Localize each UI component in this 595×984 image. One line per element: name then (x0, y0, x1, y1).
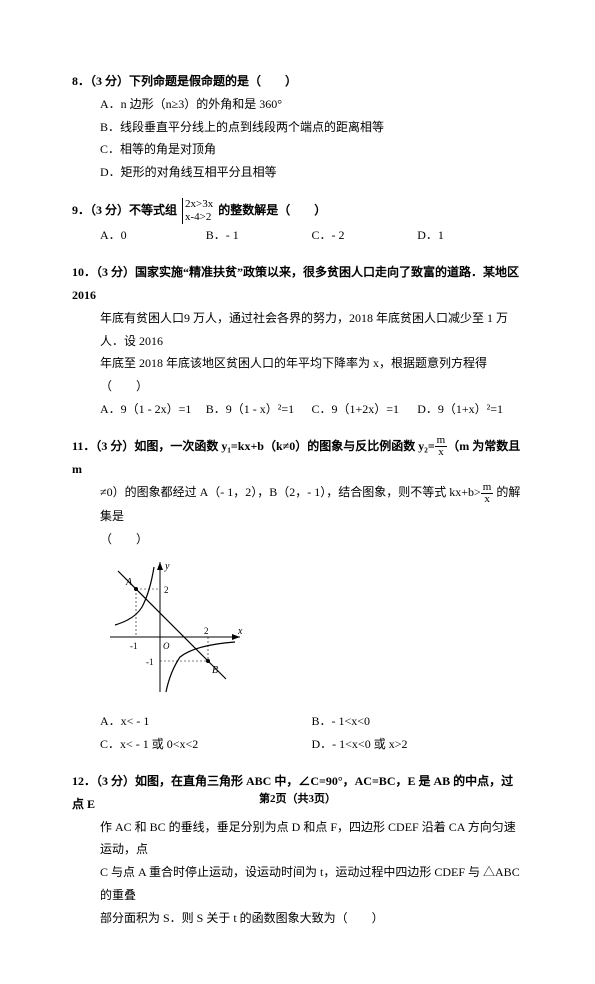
q10-optC: C．9（1+2x）=1 (312, 398, 418, 421)
q10-options: A．9（1 - 2x）=1 B．9（1 - x）²=1 C．9（1+2x）=1 … (72, 398, 523, 421)
tick-2y: 2 (164, 585, 169, 595)
q11-l3: （ ） (72, 528, 523, 551)
ylabel: y (164, 561, 170, 572)
page-footer: 第2页（共3页） (0, 790, 595, 806)
curve-lr (166, 642, 235, 692)
brace-icon: 2x>3x x-4>2 (182, 198, 213, 224)
question-11: 11．（3 分）如图，一次函数 y₁=kx+b（k≠0）的图象与反比例函数 y₂… (72, 435, 523, 756)
tick-neg1x: -1 (130, 641, 138, 651)
q9-stem: 9．（3 分）不等式组 2x>3x x-4>2 的整数解是（ ） (72, 198, 523, 224)
q9-optD: D．1 (417, 224, 523, 247)
q10-optA: A．9（1 - 2x）=1 (100, 398, 206, 421)
label-B: B (212, 665, 218, 676)
q9-optA: A．0 (100, 224, 206, 247)
q8-stem: 8．（3 分）下列命题是假命题的是（ ） (72, 70, 523, 93)
q11-optC: C．x< - 1 或 0<x<2 (100, 733, 312, 756)
q8-optB: B．线段垂直平分线上的点到线段两个端点的距离相等 (72, 116, 523, 139)
question-10: 10．（3 分）国家实施“精准扶贫”政策以来，很多贫困人口走向了致富的道路．某地… (72, 261, 523, 421)
graph-svg: A B 2 -1 -1 2 O x y (100, 557, 250, 697)
q8-optD: D．矩形的对角线互相平分且相等 (72, 161, 523, 184)
q9-options: A．0 B．- 1 C．- 2 D．1 (72, 224, 523, 247)
q10-l1: 10．（3 分）国家实施“精准扶贫”政策以来，很多贫困人口走向了致富的道路．某地… (72, 261, 523, 307)
curve-ul (115, 567, 154, 625)
tick-2x: 2 (204, 626, 209, 636)
q11-optB: B．- 1<x<0 (312, 710, 524, 733)
q9-optC: C．- 2 (312, 224, 418, 247)
tick-neg1y: -1 (146, 657, 154, 667)
xlabel: x (237, 626, 243, 637)
q11-options-row2: C．x< - 1 或 0<x<2 D．- 1<x<0 或 x>2 (72, 733, 523, 756)
q12-l2: 作 AC 和 BC 的垂线，垂足分别为点 D 和点 F，四边形 CDEF 沿着 … (72, 816, 523, 862)
q12-l4: 部分面积为 S．则 S 关于 t 的函数图象大致为（ ） (72, 907, 523, 930)
q11-l1: 11．（3 分）如图，一次函数 y₁=kx+b（k≠0）的图象与反比例函数 y₂… (72, 435, 523, 482)
question-9: 9．（3 分）不等式组 2x>3x x-4>2 的整数解是（ ） A．0 B．-… (72, 198, 523, 247)
q9-optB: B．- 1 (206, 224, 312, 247)
q11-l2: ≠0）的图象都经过 A（- 1，2），B（2，- 1），结合图象，则不等式 kx… (72, 481, 523, 528)
q10-optD: D．9（1+x）²=1 (417, 398, 523, 421)
q10-optB: B．9（1 - x）²=1 (206, 398, 312, 421)
question-8: 8．（3 分）下列命题是假命题的是（ ） A．n 边形（n≥3）的外角和是 36… (72, 70, 523, 184)
y-arrow-icon (157, 562, 163, 570)
label-A: A (125, 577, 133, 588)
q10-l2: 年底有贫困人口9 万人，通过社会各界的努力，2018 年底贫困人口减少至 1 万… (72, 307, 523, 353)
q11-graph: A B 2 -1 -1 2 O x y (72, 557, 523, 705)
q12-l3: C 与点 A 重合时停止运动，设运动时间为 t，运动过程中四边形 CDEF 与 … (72, 861, 523, 907)
line-plot (118, 571, 226, 679)
q11-optD: D．- 1<x<0 或 x>2 (312, 733, 524, 756)
origin: O (163, 641, 170, 651)
q8-optC: C．相等的角是对顶角 (72, 138, 523, 161)
q11-options-row1: A．x< - 1 B．- 1<x<0 (72, 710, 523, 733)
q8-optA: A．n 边形（n≥3）的外角和是 360° (72, 93, 523, 116)
q11-optA: A．x< - 1 (100, 710, 312, 733)
q10-l3: 年底至 2018 年底该地区贫困人口的年平均下降率为 x，根据题意列方程得（ ） (72, 352, 523, 398)
